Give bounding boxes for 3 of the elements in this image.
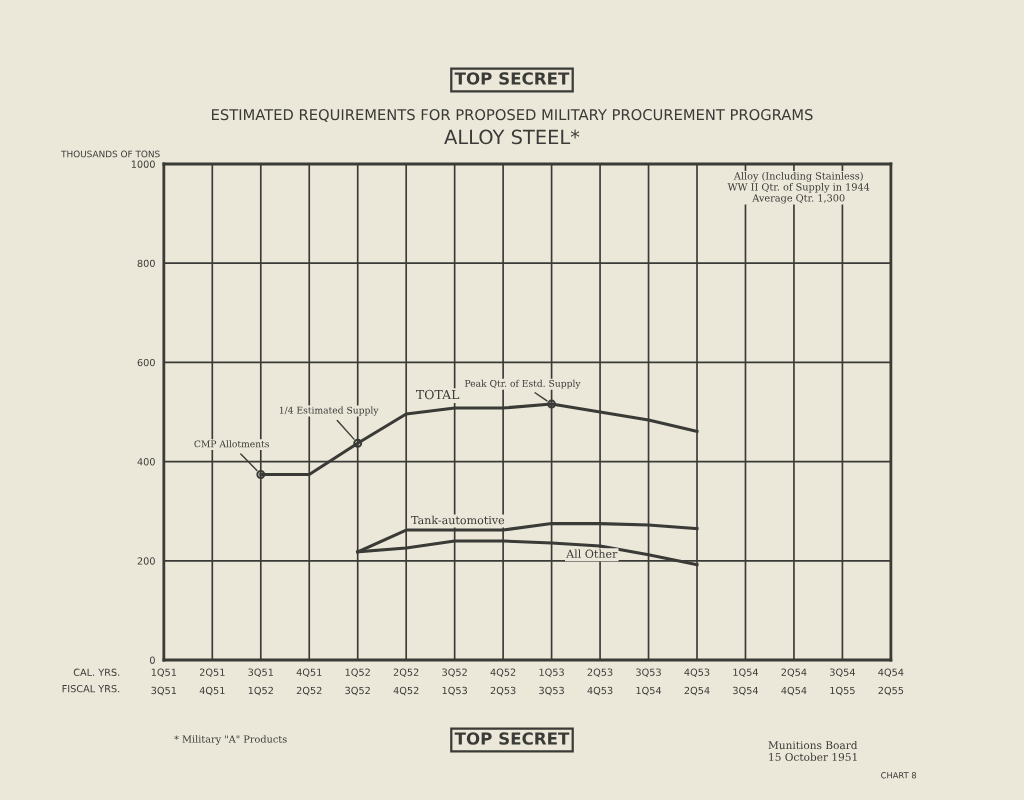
text: TOP SECRET — [454, 72, 570, 85]
text: TOP SECRET — [454, 732, 570, 745]
chart-subtitle: ALLOY STEEL* — [444, 129, 580, 145]
